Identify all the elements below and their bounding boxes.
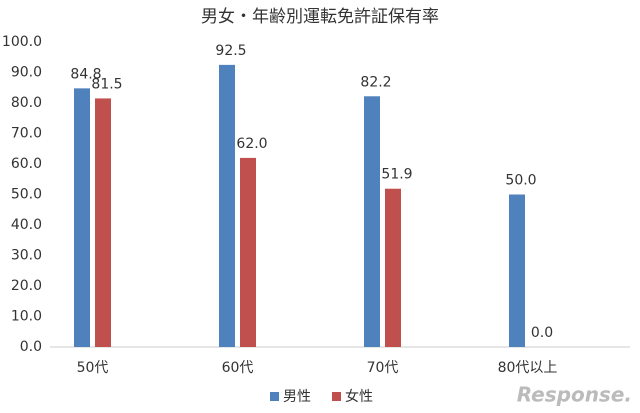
y-tick-label: 0.0 — [20, 339, 42, 355]
bar — [74, 88, 90, 348]
bar — [219, 64, 235, 347]
bar — [240, 157, 256, 347]
y-tick-label: 100.0 — [2, 34, 42, 50]
x-tick-label: 50代 — [77, 360, 109, 376]
x-tick-label: 80代以上 — [498, 360, 558, 376]
legend-swatch — [270, 392, 279, 401]
y-tick-label: 20.0 — [11, 278, 42, 294]
legend-label: 男性 — [283, 389, 311, 405]
data-label: 84.8 — [70, 66, 101, 82]
x-tick-label: 60代 — [222, 360, 254, 376]
y-tick-label: 90.0 — [11, 65, 42, 81]
watermark: Response. — [517, 383, 632, 407]
x-tick-label: 70代 — [367, 360, 399, 376]
data-label: 62.0 — [236, 136, 267, 152]
bar — [509, 194, 525, 347]
y-tick-label: 80.0 — [11, 95, 42, 111]
legend-label: 女性 — [345, 388, 373, 405]
y-tick-label: 30.0 — [11, 248, 42, 264]
y-tick-label: 60.0 — [11, 156, 42, 172]
y-tick-label: 10.0 — [11, 309, 42, 325]
bar — [385, 188, 401, 347]
bar — [364, 96, 380, 347]
y-tick-label: 50.0 — [11, 187, 42, 203]
y-tick-label: 70.0 — [11, 126, 42, 142]
legend-swatch — [332, 392, 341, 401]
data-label: 92.5 — [215, 43, 246, 59]
data-label: 51.9 — [381, 167, 412, 183]
data-label: 50.0 — [505, 173, 536, 189]
data-label: 82.2 — [360, 74, 391, 90]
data-label: 0.0 — [531, 325, 553, 341]
bar — [95, 98, 111, 347]
data-label: 81.5 — [91, 76, 122, 92]
y-tick-label: 40.0 — [11, 217, 42, 233]
chart-title: 男女・年齢別運転免許証保有率 — [201, 7, 439, 27]
